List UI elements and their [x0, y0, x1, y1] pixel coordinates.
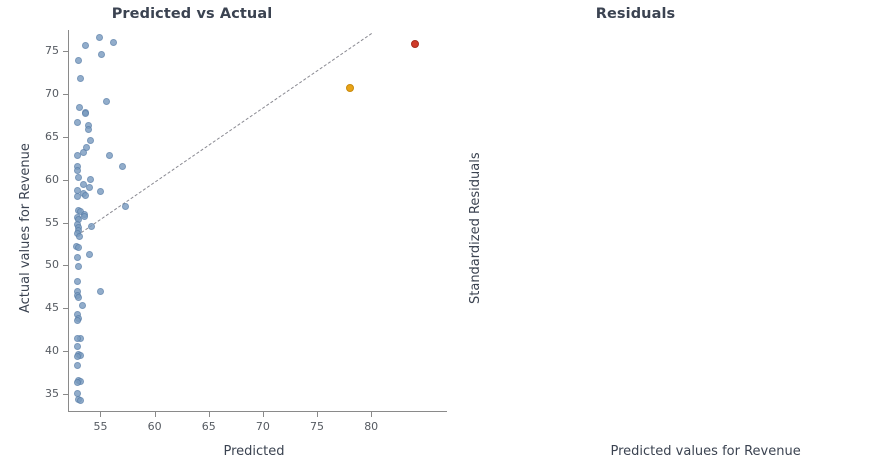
- data-point-normal: [81, 110, 89, 118]
- x-tick-mark: [317, 412, 318, 417]
- data-point-normal: [75, 57, 83, 65]
- data-point-normal: [103, 98, 111, 106]
- data-point-normal: [96, 287, 104, 295]
- y-axis-title-left: Actual values for Revenue: [18, 142, 33, 313]
- y-tick-mark: [63, 308, 68, 309]
- data-point-normal: [87, 136, 95, 144]
- data-point-normal: [96, 188, 104, 196]
- x-tick-label: 80: [364, 420, 379, 433]
- x-axis-title-left: Predicted: [223, 444, 285, 459]
- data-point-normal: [74, 193, 82, 201]
- data-point-normal: [77, 75, 85, 83]
- data-point-normal: [109, 39, 117, 47]
- x-tick-label: 70: [255, 420, 270, 433]
- data-point-normal: [74, 362, 82, 370]
- data-point-normal: [77, 397, 85, 405]
- y-tick-label: 70: [45, 87, 59, 101]
- y-tick-label: 60: [45, 172, 59, 186]
- y-tick-mark: [63, 137, 68, 138]
- y-tick-mark: [63, 394, 68, 395]
- data-point-normal: [75, 243, 83, 251]
- chart-title-right: Residuals: [595, 6, 676, 22]
- data-point-normal: [74, 166, 82, 174]
- data-point-critical: [410, 39, 419, 48]
- y-tick-label: 65: [45, 130, 59, 144]
- x-tick-mark: [100, 412, 101, 417]
- data-point-normal: [74, 118, 82, 126]
- y-tick-mark: [63, 223, 68, 224]
- data-point-normal: [74, 316, 82, 324]
- data-point-normal: [76, 232, 84, 240]
- data-point-normal: [78, 302, 86, 310]
- y-axis-spine: [68, 30, 69, 411]
- data-point-normal: [121, 202, 129, 210]
- plot-area-left: 35 40 45 50 55 60 65 70 75 55 60 65 70 75 80: [45, 30, 447, 433]
- x-tick-label: 65: [201, 420, 216, 433]
- data-point-normal: [85, 125, 93, 133]
- y-tick-label: 45: [45, 301, 59, 315]
- data-point-normal: [75, 173, 83, 181]
- x-tick-mark: [155, 412, 156, 417]
- data-point-normal: [98, 51, 106, 59]
- data-point-normal: [76, 103, 84, 111]
- data-point-normal: [74, 379, 82, 387]
- x-axis-title-right: Predicted values for Revenue: [610, 444, 801, 459]
- data-point-normal: [95, 34, 103, 42]
- y-axis-title-right: Standardized Residuals: [468, 151, 483, 304]
- data-point-normal: [87, 176, 95, 184]
- x-tick-mark: [209, 412, 210, 417]
- data-point-normal: [118, 162, 126, 170]
- y-tick-mark: [63, 180, 68, 181]
- data-point-normal: [75, 293, 83, 301]
- data-point-normal: [81, 191, 89, 199]
- data-point-normal: [74, 352, 82, 360]
- data-point-normal: [105, 151, 113, 159]
- y-tick-label: 55: [45, 215, 59, 229]
- y-tick-mark: [63, 94, 68, 95]
- data-point-normal: [74, 343, 82, 351]
- data-point-normal: [86, 184, 94, 192]
- data-point-normal: [88, 223, 96, 231]
- data-point-normal: [86, 250, 94, 258]
- data-point-normal: [74, 254, 82, 262]
- x-tick-label: 55: [93, 420, 108, 433]
- x-tick-label: 75: [310, 420, 325, 433]
- y-tick-mark: [63, 51, 68, 52]
- y-tick-mark: [63, 265, 68, 266]
- data-point-normal: [75, 262, 83, 270]
- reference-line-identity-line: [76, 32, 372, 236]
- y-tick-label: 75: [45, 44, 59, 58]
- data-point-normal: [81, 41, 89, 49]
- x-axis-spine: [68, 411, 447, 412]
- data-point-warning: [345, 84, 354, 93]
- chart-panel-residuals: Residuals 1.51.00.50.0-0.5-1.0-1.5556065…: [444, 0, 887, 469]
- x-tick-mark: [263, 412, 264, 417]
- data-point-normal: [74, 334, 82, 342]
- y-tick-mark: [63, 351, 68, 352]
- chart-title-left: Predicted vs Actual: [111, 6, 273, 22]
- data-point-normal: [82, 143, 90, 151]
- x-tick-label: 60: [147, 420, 162, 433]
- x-tick-mark: [371, 412, 372, 417]
- y-tick-label: 35: [45, 386, 59, 400]
- y-tick-label: 50: [45, 258, 59, 272]
- data-point-normal: [74, 278, 82, 286]
- y-tick-label: 40: [45, 344, 59, 358]
- chart-panel-predicted-vs-actual: Predicted vs Actual 35 40 45 50 55 60 65 70 75 55…: [18, 6, 447, 459]
